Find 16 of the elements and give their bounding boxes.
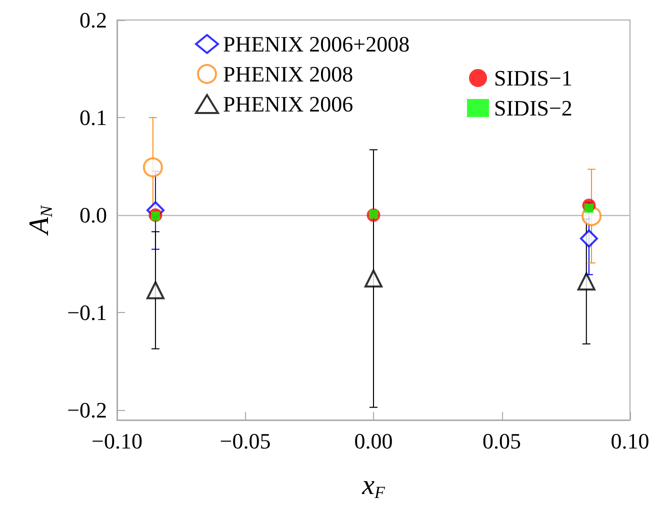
x-tick-label: 0.05: [482, 428, 521, 454]
y-tick-label: 0.2: [80, 8, 107, 32]
legend-label: PHENIX 2008: [223, 62, 354, 86]
y-tick-label: −0.1: [67, 300, 107, 326]
x-tick-label: 0.10: [610, 428, 650, 454]
x-tick-label: −0.10: [92, 428, 142, 454]
y-tick-label: 0.0: [80, 202, 107, 228]
legend-label: SIDIS−2: [494, 96, 572, 120]
y-axis-title: AN: [24, 204, 56, 236]
legend-label: PHENIX 2006: [223, 92, 354, 116]
legend-label: PHENIX 2006+2008: [223, 32, 410, 56]
y-tick-label: 0.1: [80, 105, 107, 130]
x-tick-label: −0.05: [220, 428, 271, 454]
y-tick-label: −0.2: [67, 398, 107, 423]
legend-label: SIDIS−1: [494, 66, 572, 90]
x-tick-label: 0.00: [354, 428, 393, 454]
